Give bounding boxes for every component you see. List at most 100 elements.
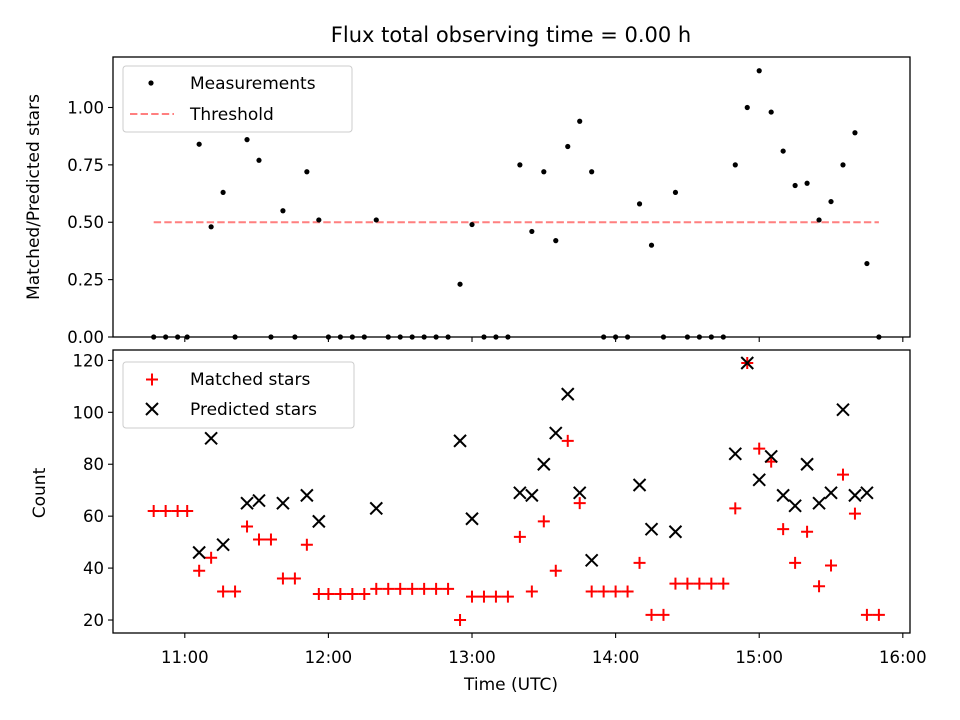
matched-star-point <box>406 582 419 595</box>
measurement-point <box>828 198 834 205</box>
measurement-point <box>589 169 595 175</box>
measurement-point <box>672 189 679 196</box>
top-y-ticks: 0.00 0.25 0.50 0.75 1.00 <box>67 98 113 347</box>
matched-star-point <box>621 585 634 598</box>
legend-label-matched: Matched stars <box>190 370 310 390</box>
bottom-y-tick-label: 60 <box>83 507 104 526</box>
predicted-star-point <box>776 488 790 503</box>
predicted-star-point <box>549 426 563 440</box>
predicted-star-point <box>584 553 599 568</box>
measurement-point <box>244 137 250 143</box>
matched-star-point <box>860 608 873 621</box>
chart-title: Flux total observing time = 0.00 h <box>331 23 691 47</box>
matched-star-point <box>537 515 550 528</box>
matched-star-point <box>513 530 526 543</box>
bottom-y-tick-label: 120 <box>73 351 105 370</box>
matched-star-point <box>229 585 242 598</box>
bottom-y-tick-label: 100 <box>73 403 105 422</box>
matched-star-point <box>489 590 502 603</box>
top-y-tick-label: 0.00 <box>67 328 104 347</box>
matched-star-point <box>573 497 586 510</box>
measurement-point <box>220 189 226 196</box>
measurement-point <box>517 162 523 168</box>
top-legend-box <box>122 65 353 133</box>
matched-star-point <box>147 504 160 517</box>
legend-label-predicted: Predicted stars <box>190 400 317 420</box>
predicted-star-point <box>644 522 659 536</box>
x-tick-label: 14:00 <box>592 648 640 667</box>
predicted-star-point <box>453 434 467 448</box>
predicted-star-point <box>788 499 802 513</box>
matched-star-point <box>705 577 718 590</box>
matched-star-point <box>825 559 838 572</box>
matched-star-point <box>717 577 730 590</box>
predicted-star-point <box>824 486 838 500</box>
measurement-point <box>864 260 870 267</box>
predicted-star-point <box>276 496 290 510</box>
matched-star-point <box>609 585 622 598</box>
matched-star-point <box>657 608 670 621</box>
predicted-star-point <box>752 473 766 487</box>
measurement-point <box>804 180 810 186</box>
predicted-star-point <box>740 356 754 370</box>
matched-star-point <box>442 582 455 595</box>
matched-star-point <box>693 577 706 590</box>
matched-star-point <box>597 585 610 598</box>
measurement-point <box>373 217 379 223</box>
measurement-point <box>744 104 750 111</box>
matched-star-point <box>181 504 194 517</box>
matched-star-point <box>872 608 885 621</box>
matched-star-point <box>276 572 289 585</box>
bottom-x-ticks: 11:00 12:00 13:00 14:00 15:00 16:00 <box>161 633 927 667</box>
legend-marker-measurements <box>148 80 154 86</box>
matched-star-point <box>561 434 574 447</box>
measurement-point <box>304 169 310 175</box>
matched-star-point <box>729 502 742 515</box>
bottom-y-tick-label: 80 <box>83 455 104 474</box>
matched-star-point <box>525 585 538 598</box>
matched-star-point <box>645 608 658 621</box>
x-tick-label: 13:00 <box>448 648 496 667</box>
top-x-ticks <box>184 337 904 342</box>
matched-star-point <box>252 533 265 546</box>
matched-star-point <box>205 551 218 564</box>
measurement-point <box>457 281 463 287</box>
matched-star-point <box>370 582 383 595</box>
matched-star-point <box>669 577 682 590</box>
predicted-star-point <box>860 486 874 500</box>
matched-star-point <box>454 614 467 627</box>
matched-star-point <box>801 525 814 538</box>
matched-star-point <box>777 523 790 536</box>
predicted-star-point <box>764 449 778 464</box>
bottom-y-tick-label: 20 <box>83 611 104 630</box>
matched-star-point <box>346 588 359 601</box>
bottom-axes-frame <box>112 349 911 634</box>
measurement-point <box>840 162 846 168</box>
x-axis-label: Time (UTC) <box>463 675 558 695</box>
measurement-point <box>208 224 214 230</box>
bottom-plot-marks <box>147 356 885 627</box>
top-y-axis-label: Matched/Predicted stars <box>24 94 44 300</box>
matched-star-point <box>300 538 313 551</box>
top-y-tick-label: 0.25 <box>67 271 104 290</box>
predicted-star-point <box>728 447 742 461</box>
matched-star-point <box>848 507 861 520</box>
top-axes-frame <box>112 56 911 338</box>
matched-star-point <box>466 590 479 603</box>
bottom-panel: 20 40 60 80 100 120 11:00 12:00 13:00 14:00 15:00… <box>30 349 927 695</box>
legend-label-threshold: Threshold <box>189 105 274 125</box>
measurement-point <box>768 109 774 115</box>
predicted-star-point <box>848 488 862 503</box>
matched-star-point <box>681 577 694 590</box>
matched-star-point <box>585 585 598 598</box>
matched-star-point <box>382 582 395 595</box>
measurement-point <box>541 169 547 175</box>
matched-star-point <box>334 588 347 601</box>
bottom-y-ticks: 20 40 60 80 100 120 <box>73 351 113 630</box>
measurement-point <box>529 228 535 235</box>
predicted-star-point <box>300 488 314 503</box>
predicted-star-point <box>252 493 266 508</box>
top-y-tick-label: 1.00 <box>67 98 104 117</box>
predicted-star-point <box>812 496 826 510</box>
matched-star-point <box>633 556 646 569</box>
